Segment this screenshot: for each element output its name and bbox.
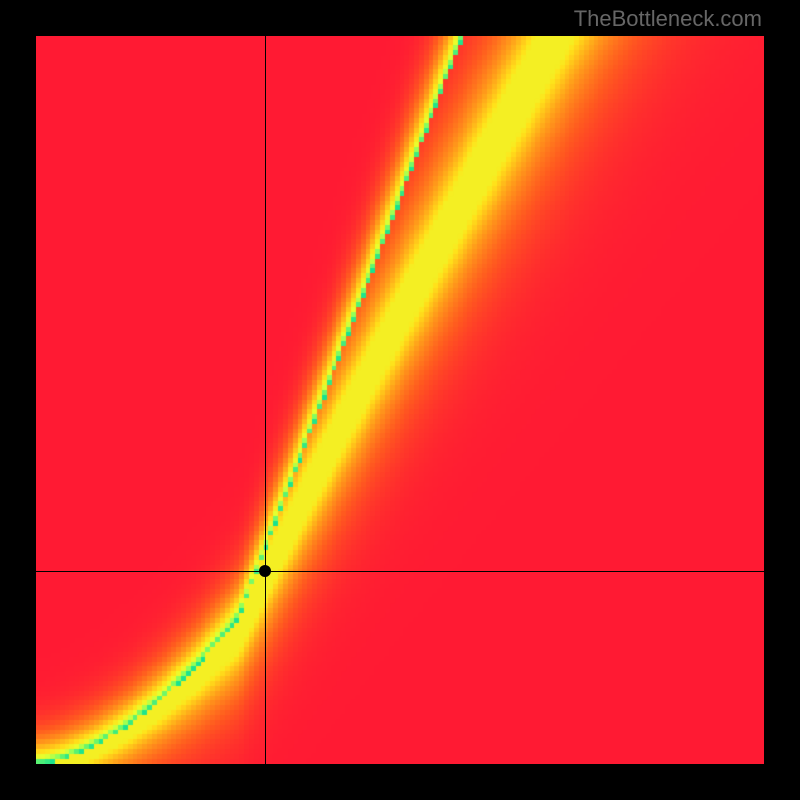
crosshair-horizontal bbox=[36, 571, 764, 572]
heatmap-canvas bbox=[36, 36, 764, 764]
watermark-text: TheBottleneck.com bbox=[574, 6, 762, 32]
crosshair-vertical bbox=[265, 36, 266, 764]
plot-area bbox=[36, 36, 764, 764]
data-point-marker bbox=[259, 565, 271, 577]
